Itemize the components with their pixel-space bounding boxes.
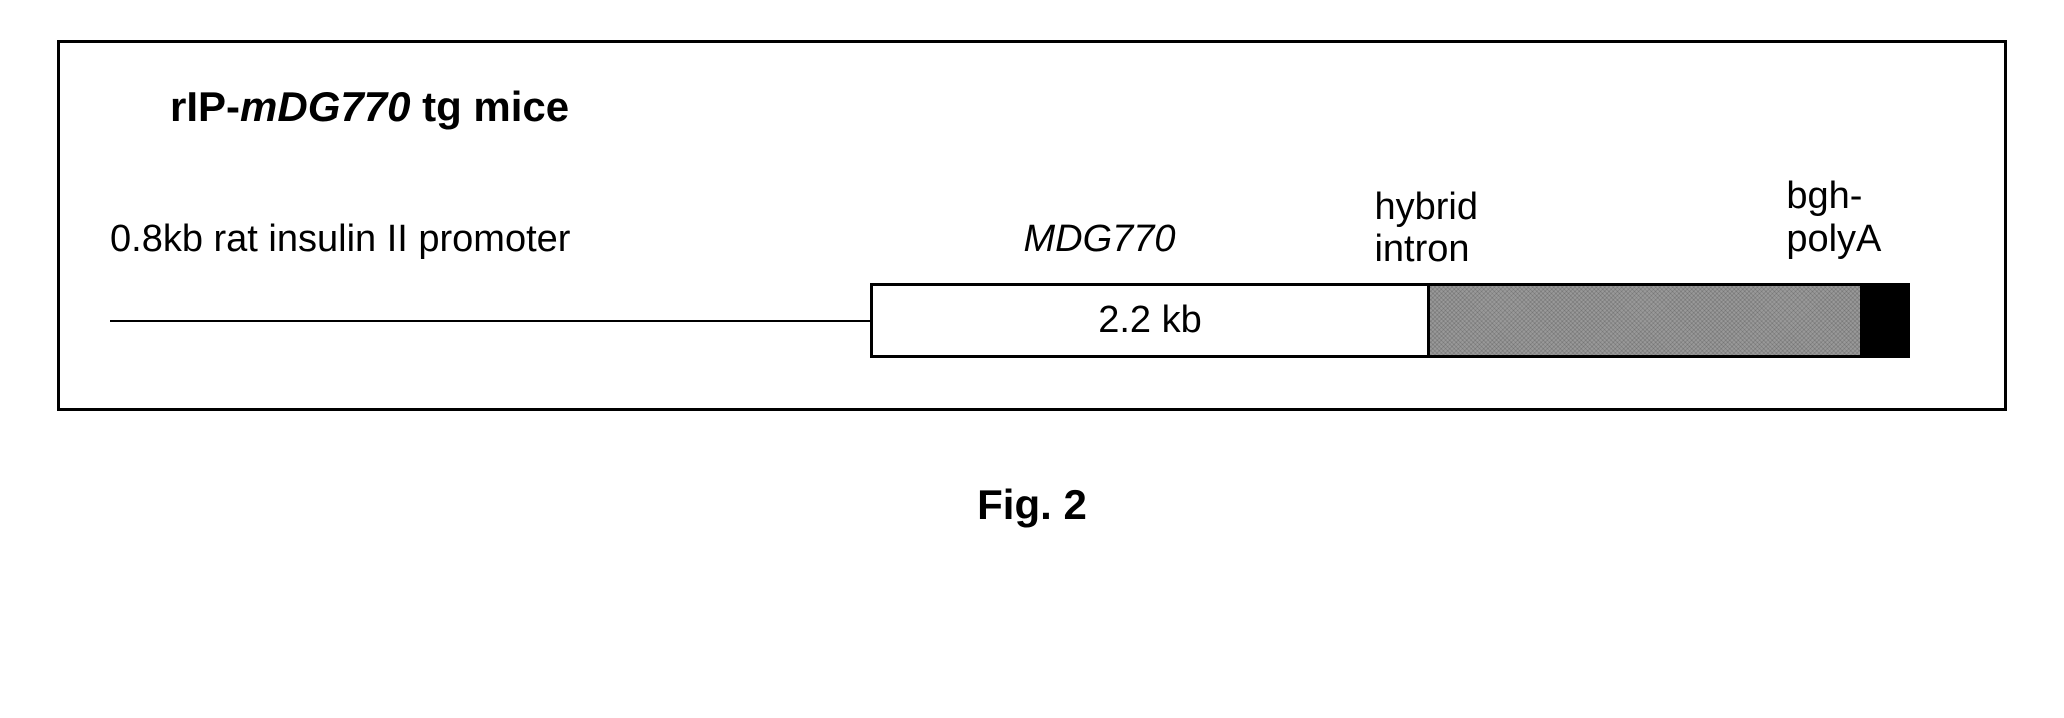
mdg-label: MDG770 xyxy=(855,218,1345,271)
intron-label-line2: intron xyxy=(1374,229,1766,271)
title-suffix: tg mice xyxy=(410,83,569,130)
title-row: rIP-mDG770 tg mice xyxy=(170,83,1954,131)
construct-bar: 2.2 kb xyxy=(110,283,1954,358)
polya-label: bgh-polyA xyxy=(1766,175,1954,271)
intron-label-line1: hybrid xyxy=(1374,187,1766,229)
mdg-size-text: 2.2 kb xyxy=(1098,299,1202,342)
figure-caption: Fig. 2 xyxy=(40,481,2024,529)
promoter-segment xyxy=(110,320,870,322)
intron-segment xyxy=(1430,283,1860,358)
construct-diagram-container: rIP-mDG770 tg mice 0.8kb rat insulin II … xyxy=(57,40,2007,411)
promoter-label: 0.8kb rat insulin II promoter xyxy=(110,218,855,271)
title-prefix: rIP- xyxy=(170,83,240,130)
intron-label: hybrid intron xyxy=(1344,187,1766,271)
diagram-title: rIP-mDG770 tg mice xyxy=(170,83,569,130)
segment-labels-row: 0.8kb rat insulin II promoter MDG770 hyb… xyxy=(110,181,1954,271)
mdg-segment: 2.2 kb xyxy=(870,283,1430,358)
title-italic: mDG770 xyxy=(240,83,410,130)
polya-segment xyxy=(1860,283,1910,358)
